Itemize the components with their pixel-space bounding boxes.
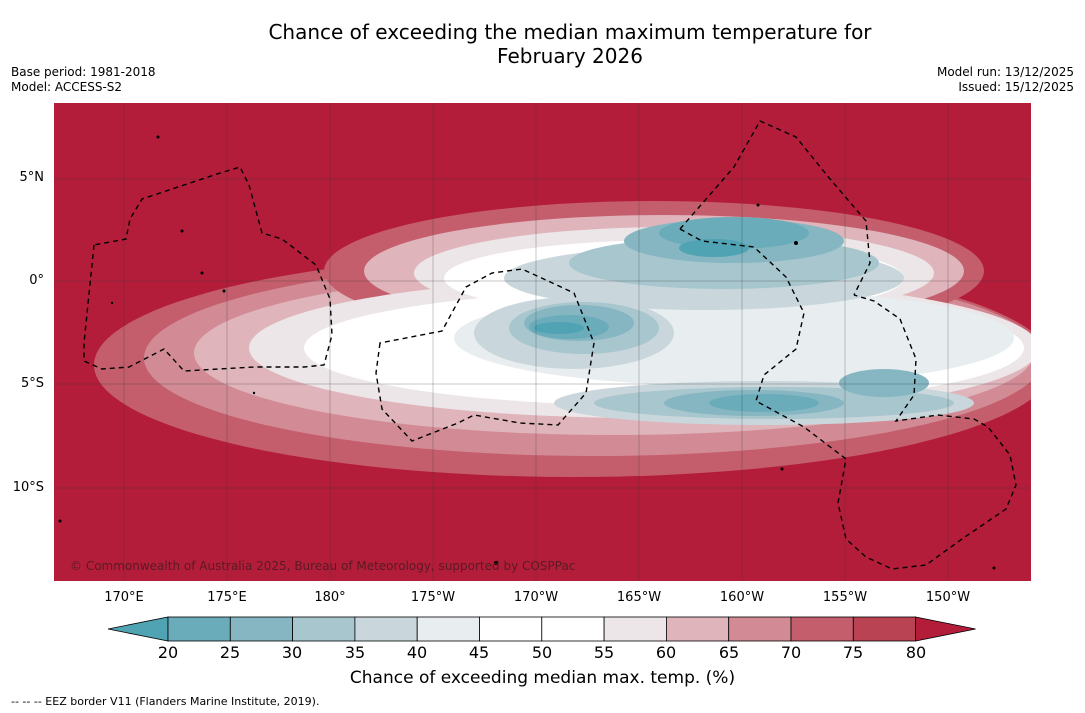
- colorbar-cell: [603, 616, 667, 642]
- colorbar-cell: [292, 616, 356, 642]
- lon-tick-150W: 150°W: [925, 590, 971, 605]
- chart-title: Chance of exceeding the median maximum t…: [200, 20, 940, 68]
- issued-date: Issued: 15/12/2025: [958, 80, 1074, 94]
- cb-tick-30: 30: [281, 643, 303, 662]
- lon-tick-175E: 175°E: [207, 590, 247, 605]
- colorbar-cell: [416, 616, 480, 642]
- cb-tick-25: 25: [219, 643, 241, 662]
- cb-tick-40: 40: [406, 643, 428, 662]
- forecast-map: © Commonwealth of Australia 2025, Bureau…: [54, 103, 1031, 581]
- lat-tick-10S: 10°S: [12, 480, 44, 495]
- lon-tick-165W: 165°W: [616, 590, 662, 605]
- base-period: Base period: 1981-2018: [11, 65, 156, 79]
- islands: [58, 135, 996, 570]
- cb-tick-70: 70: [780, 643, 802, 662]
- probability-field: [94, 201, 1031, 477]
- model-name: Model: ACCESS-S2: [11, 80, 123, 94]
- colorbar-cell: [354, 616, 418, 642]
- cb-tick-20: 20: [157, 643, 179, 662]
- lat-tick-5N: 5°N: [19, 170, 45, 185]
- model-run: Model run: 13/12/2025: [936, 65, 1074, 79]
- lon-tick-170E: 170°E: [104, 590, 144, 605]
- title-line-2: February 2026: [497, 44, 643, 68]
- lon-tick-170W: 170°W: [513, 590, 559, 605]
- colorbar-high-extension: [915, 616, 976, 642]
- graticule: [54, 103, 1031, 581]
- eez-borders: [83, 120, 1017, 570]
- lon-tick-155W: 155°W: [822, 590, 868, 605]
- cb-tick-55: 55: [593, 643, 615, 662]
- cb-tick-80: 80: [905, 643, 927, 662]
- cb-tick-65: 65: [718, 643, 740, 662]
- lon-tick-160W: 160°W: [719, 590, 765, 605]
- colorbar-cell: [229, 616, 294, 642]
- eez-legend: -- -- -- EEZ border V11 (Flanders Marine…: [11, 695, 320, 708]
- colorbar-cell: [666, 616, 730, 642]
- title-line-1: Chance of exceeding the median maximum t…: [268, 20, 872, 44]
- cb-tick-45: 45: [468, 643, 490, 662]
- lon-tick-180: 180°: [314, 590, 346, 605]
- colorbar-cell: [790, 616, 854, 642]
- colorbar-low-extension: [107, 616, 169, 642]
- colorbar: [107, 616, 976, 642]
- colorbar-cell: [167, 616, 231, 642]
- colorbar-cell: [852, 616, 916, 642]
- lon-tick-175W: 175°W: [410, 590, 456, 605]
- lat-tick-5S: 5°S: [20, 376, 44, 391]
- cb-tick-75: 75: [842, 643, 864, 662]
- colorbar-label: Chance of exceeding median max. temp. (%…: [349, 668, 736, 688]
- cb-tick-50: 50: [531, 643, 553, 662]
- colorbar-cell: [479, 616, 543, 642]
- copyright-notice: © Commonwealth of Australia 2025, Bureau…: [70, 559, 575, 573]
- colorbar-cell: [541, 616, 605, 642]
- lat-tick-0: 0°: [29, 273, 44, 288]
- metadata-left: Base period: 1981-2018 Model: ACCESS-S2: [11, 65, 156, 95]
- cb-tick-35: 35: [344, 643, 366, 662]
- colorbar-cell: [728, 616, 792, 642]
- cb-tick-60: 60: [655, 643, 677, 662]
- metadata-right: Model run: 13/12/2025 Issued: 15/12/2025: [937, 65, 1074, 95]
